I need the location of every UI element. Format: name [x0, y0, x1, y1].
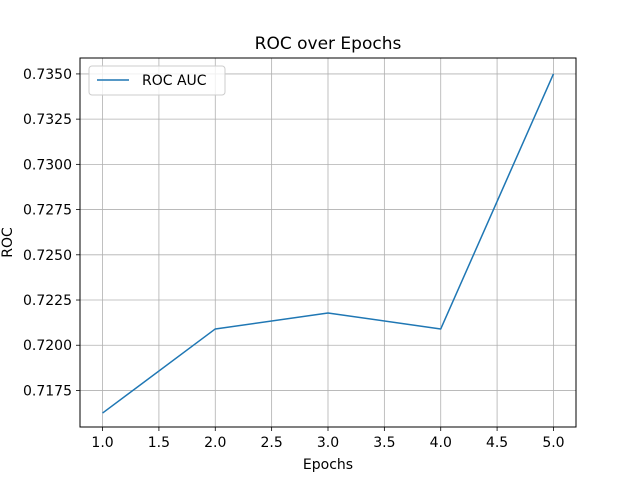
x-tick-label: 1.5 [148, 435, 170, 451]
y-tick-label: 0.7350 [23, 67, 72, 83]
axis-ticks: 1.0 1.5 2.0 2.5 3.0 3.5 4.0 4.5 5.0 0.7175 0.7200 0… [23, 67, 565, 451]
y-tick-label: 0.7225 [23, 293, 72, 309]
x-tick-label: 3.0 [317, 435, 339, 451]
x-tick-label: 4.5 [486, 435, 508, 451]
x-tick-label: 5.0 [542, 435, 564, 451]
series-line-roc-auc [102, 73, 555, 414]
legend-box [88, 65, 226, 96]
legend: ROC AUC [88, 65, 226, 96]
x-axis-label: Epochs [303, 457, 353, 473]
x-tick-label: 1.0 [91, 435, 113, 451]
y-tick-label: 0.7325 [23, 112, 72, 128]
x-tick-label: 2.0 [204, 435, 226, 451]
y-tick-label: 0.7200 [23, 338, 72, 354]
x-tick-label: 4.0 [430, 435, 452, 451]
grid-lines [80, 58, 576, 427]
y-tick-label: 0.7275 [23, 203, 72, 219]
plot-frame [79, 57, 577, 428]
y-axis-label: ROC [0, 227, 16, 258]
legend-label-roc-auc: ROC AUC [142, 73, 207, 89]
y-tick-label: 0.7175 [23, 383, 72, 399]
series-layer [102, 73, 555, 414]
y-tick-label: 0.7300 [23, 157, 72, 173]
y-tick-label: 0.7250 [23, 248, 72, 264]
x-tick-label: 2.5 [261, 435, 283, 451]
x-tick-label: 3.5 [373, 435, 395, 451]
chart-title: ROC over Epochs [255, 34, 402, 54]
